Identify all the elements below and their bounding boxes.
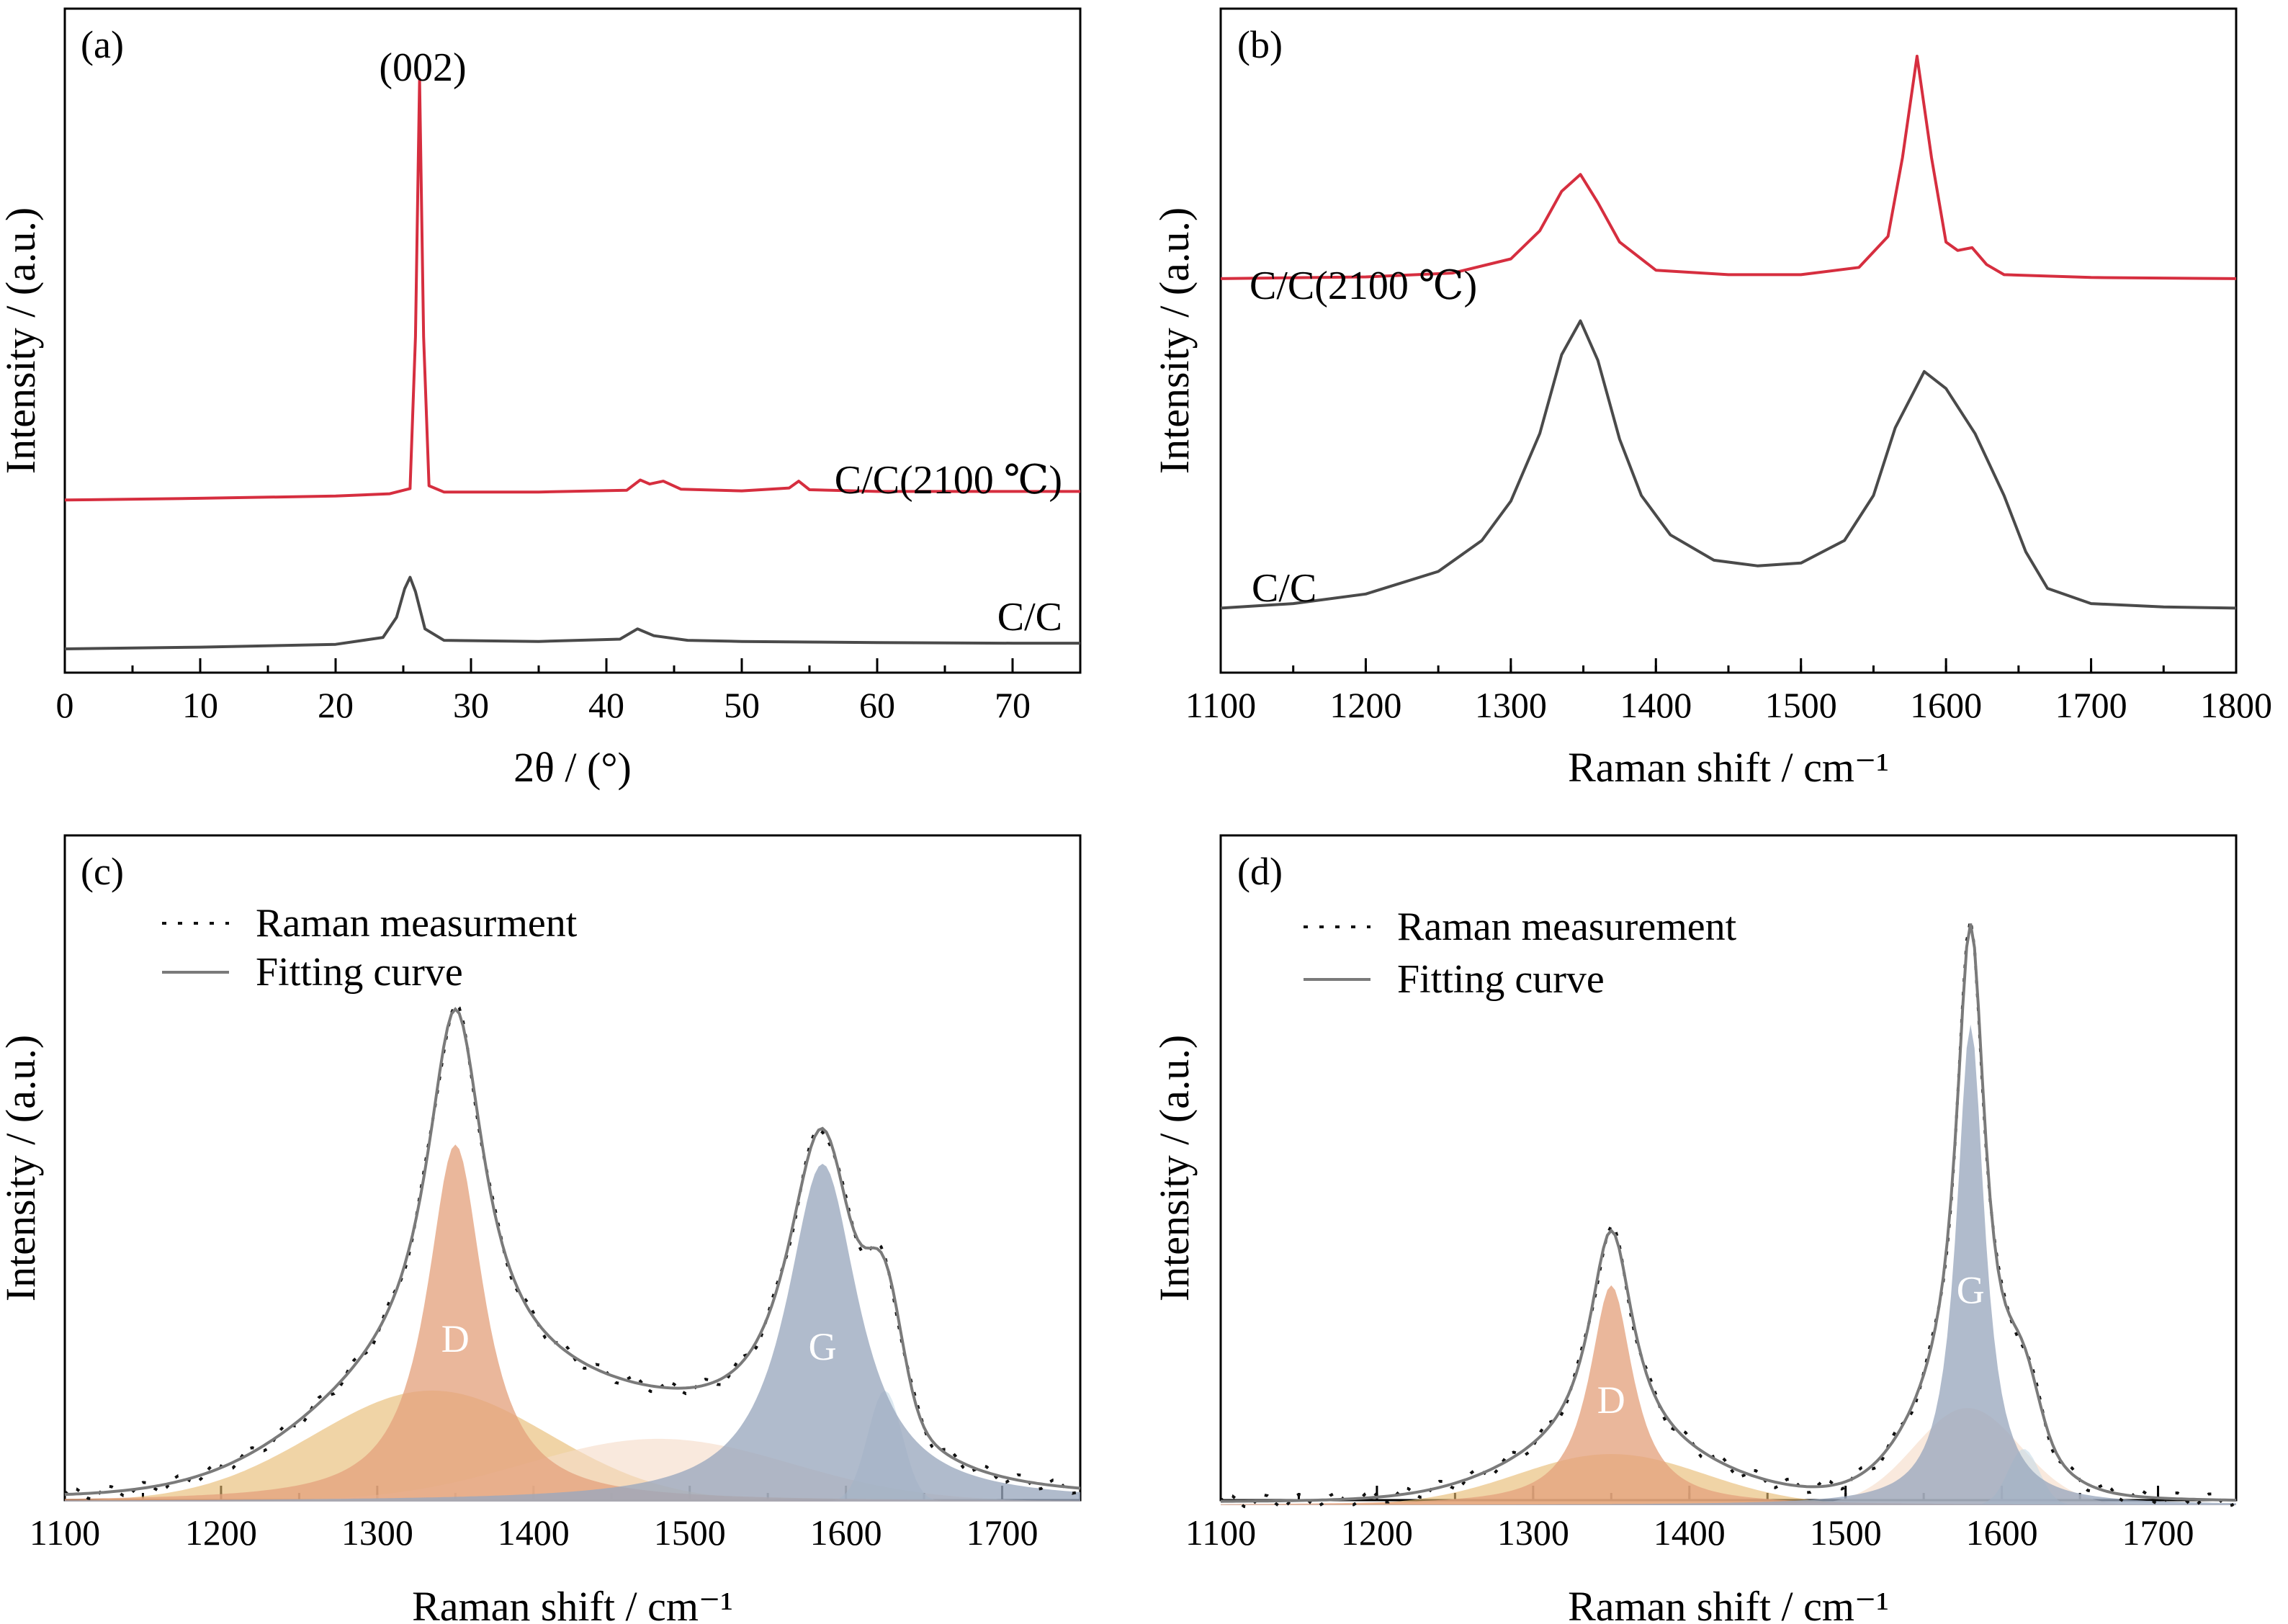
panel-c-label: (c) <box>81 850 124 893</box>
panel-c-legend-measurement: Raman measurment <box>256 901 578 946</box>
panel-d-legend: Raman measurement Fitting curve <box>1304 905 1737 1002</box>
panel-c-tick-label: 1600 <box>810 1512 882 1553</box>
panel-d-tick-label: 1500 <box>1810 1512 1882 1553</box>
panel-d-tick-label: 1600 <box>1966 1512 2038 1553</box>
panel-d-tick-label: 1100 <box>1185 1512 1256 1553</box>
panel-b-series-line-1 <box>1220 319 2237 610</box>
panel-c-ylabel: Intensity / (a.u.) <box>0 1035 44 1301</box>
panel-b-label-cc2100: C/C(2100 ℃) <box>1250 264 1477 308</box>
panel-d-component-2 <box>1221 1454 2236 1505</box>
panel-c-tick-label: 1200 <box>185 1512 257 1553</box>
panel-d-component-0 <box>1221 1285 2236 1505</box>
panel-d-tick-label: 1200 <box>1341 1512 1413 1553</box>
panel-d-measurement-line <box>1219 919 2238 1509</box>
panel-b-xlabel: Raman shift / cm⁻¹ <box>1568 744 1889 791</box>
panel-c-xlabel: Raman shift / cm⁻¹ <box>412 1583 733 1624</box>
panel-d-series: DG <box>1219 919 2238 1509</box>
panel-a-series <box>64 78 1080 650</box>
panel-a-tick-label: 70 <box>995 685 1031 725</box>
panel-c-peak-label-d: D <box>441 1317 470 1360</box>
panel-a-tick-label: 20 <box>318 685 354 725</box>
panel-c-fitting-line <box>64 1007 1081 1497</box>
panel-c-x-ticks: 1100 1200 1300 1400 1500 1600 1700 <box>30 1486 1082 1553</box>
panel-d-fitting-line <box>1220 923 2237 1503</box>
panel-b-ylabel: Intensity / (a.u.) <box>1151 207 1198 474</box>
panel-c-tick-label: 1400 <box>498 1512 570 1553</box>
panel-d-xlabel: Raman shift / cm⁻¹ <box>1568 1583 1889 1624</box>
panel-d-tick-label: 1400 <box>1654 1512 1726 1553</box>
panel-c-fit: (c) Intensity / (a.u.) Raman shift / cm⁻… <box>0 834 1082 1624</box>
panel-a-xlabel: 2θ / (°) <box>513 744 632 791</box>
panel-d-component-1 <box>1221 1024 2236 1505</box>
panel-a-tick-label: 40 <box>588 685 624 725</box>
panel-c-tick-label: 1100 <box>30 1512 100 1553</box>
panel-b-tick-label: 1300 <box>1475 685 1547 725</box>
panel-c-legend-fitting: Fitting curve <box>256 950 463 995</box>
panel-a-tick-label: 0 <box>56 685 74 725</box>
panel-d-tick-label: 1700 <box>2122 1512 2194 1553</box>
panel-b-label-cc: C/C <box>1252 566 1316 611</box>
panel-c-tick-label: 1300 <box>341 1512 413 1553</box>
panel-a-ylabel: Intensity / (a.u.) <box>0 207 44 474</box>
panel-c-legend: Raman measurment Fitting curve <box>162 901 578 995</box>
panel-d-legend-fitting: Fitting curve <box>1397 957 1605 1002</box>
panel-b-tick-label: 1600 <box>1910 685 1982 725</box>
panel-a-x-ticks: 0 10 20 30 40 50 60 70 <box>56 658 1082 725</box>
panel-d-x-ticks: 1100 1200 1300 1400 1500 1600 1700 <box>1185 1486 2238 1553</box>
panel-c-peak-label-g: G <box>809 1325 837 1368</box>
panel-d-fit: (d) Intensity / (a.u.) Raman shift / cm⁻… <box>1151 834 2238 1624</box>
panel-a-series-line-0 <box>64 78 1080 502</box>
panel-b-x-ticks: 1100 1200 1300 1400 1500 1600 1700 1800 <box>1185 658 2272 725</box>
panel-c-component-1 <box>65 1164 1080 1502</box>
panel-b-tick-label: 1700 <box>2055 685 2127 725</box>
panel-a-tick-label: 50 <box>724 685 760 725</box>
panel-b-tick-label: 1400 <box>1620 685 1692 725</box>
panel-d-label: (d) <box>1237 850 1283 893</box>
panel-a-002-annotation: (002) <box>379 45 466 90</box>
panel-c-tick-label: 1500 <box>654 1512 726 1553</box>
panel-b-tick-label: 1800 <box>2200 685 2272 725</box>
panel-a-label-cc2100: C/C(2100 ℃) <box>835 458 1062 503</box>
panel-c-measurement-line <box>63 1002 1082 1501</box>
panel-b-tick-label: 1200 <box>1329 685 1401 725</box>
panel-b-tick-label: 1100 <box>1185 685 1256 725</box>
panel-d-peak-label-d: D <box>1597 1378 1625 1422</box>
panel-a-tick-label: 60 <box>859 685 895 725</box>
panel-b-series <box>1220 55 2237 610</box>
panel-b-raman: (b) Intensity / (a.u.) Raman shift / cm⁻… <box>1151 7 2272 791</box>
panel-d-legend-measurement: Raman measurement <box>1397 905 1737 949</box>
panel-a-label: (a) <box>81 23 124 66</box>
panel-a-frame <box>63 7 1082 674</box>
panel-a-series-line-1 <box>64 575 1080 650</box>
panel-a-tick-label: 10 <box>182 685 218 725</box>
panel-a-tick-label: 30 <box>453 685 489 725</box>
panel-d-ylabel: Intensity / (a.u.) <box>1151 1035 1198 1301</box>
panel-d-tick-label: 1300 <box>1497 1512 1569 1553</box>
panel-c-component-2 <box>65 1390 1080 1502</box>
panel-b-frame <box>1219 7 2238 674</box>
panel-b-tick-label: 1500 <box>1765 685 1837 725</box>
panel-a-label-cc: C/C <box>997 595 1062 640</box>
panel-d-peak-label-g: G <box>1957 1269 1985 1312</box>
panel-b-label: (b) <box>1237 23 1283 66</box>
panel-a-xrd: (a) Intensity / (a.u.) 2θ / (°) 0 10 20 30 4… <box>0 7 1082 791</box>
panel-c-tick-label: 1700 <box>966 1512 1038 1553</box>
panel-b-series-line-0 <box>1220 55 2237 280</box>
